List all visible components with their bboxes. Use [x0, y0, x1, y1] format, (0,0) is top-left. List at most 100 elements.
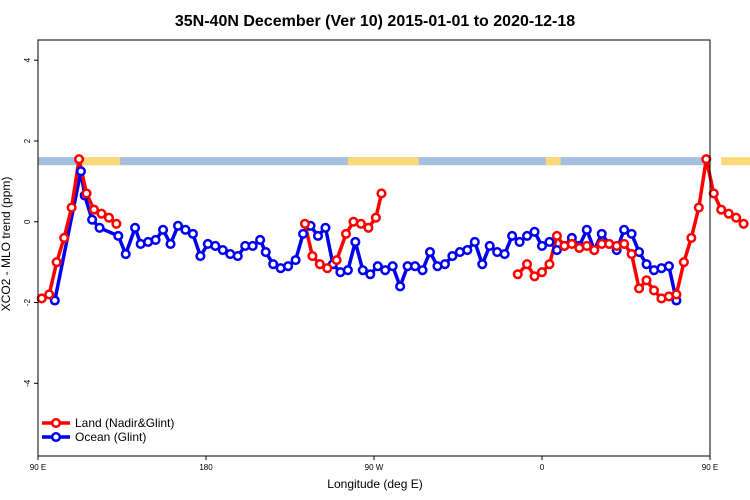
ocean-point-0-62	[536, 240, 548, 252]
ocean-point-0-39	[365, 269, 376, 280]
ocean-point-0-25	[260, 246, 271, 258]
ocean-point-0-10	[150, 234, 161, 245]
ocean-point-0-29	[290, 255, 301, 266]
land-point-2-2	[529, 271, 540, 282]
land-point-2-30	[738, 218, 749, 229]
ocean-point-0-73	[619, 224, 630, 235]
ocean-point-0-3	[87, 214, 98, 225]
ocean-legend-marker	[50, 431, 62, 443]
ocean-point-0-70	[596, 228, 607, 239]
land-band-1	[347, 157, 419, 166]
ocean-point-0-76	[641, 259, 652, 270]
ocean-point-0-28	[283, 261, 294, 272]
y-tick-label-2: 0	[23, 219, 32, 224]
x-tick-label-1: 180	[199, 463, 213, 472]
ocean-point-0-24	[255, 234, 266, 245]
ocean-point-0-16	[195, 251, 206, 262]
land-point-2-22	[678, 257, 689, 268]
land-point-2-14	[619, 238, 630, 250]
y-axis: -4 -2 0 2 4	[23, 57, 38, 387]
ocean-point-0-45	[410, 261, 421, 272]
ocean-point-0-58	[507, 230, 518, 241]
ocean-point-0-57	[499, 249, 510, 260]
land-point-0-8	[96, 208, 107, 219]
land-point-2-24	[693, 202, 704, 213]
ocean-point-0-63	[544, 236, 555, 247]
land-band-3	[721, 157, 750, 166]
ocean-point-0-6	[120, 249, 131, 260]
ocean-point-0-23	[247, 240, 258, 252]
series-layer	[36, 154, 749, 306]
ocean-point-0-0	[49, 295, 60, 306]
land-point-1-9	[370, 212, 381, 223]
land-point-2-26	[708, 188, 719, 199]
ocean-point-0-7	[130, 222, 141, 233]
land-point-0-7	[88, 204, 100, 215]
x-axis-label: Longitude (deg E)	[327, 477, 422, 491]
land-point-0-3	[59, 232, 70, 243]
ocean-point-0-64	[551, 244, 562, 256]
y-tick-label-1: -2	[23, 298, 32, 306]
y-tick-label-4: 4	[23, 57, 32, 62]
ocean-point-0-15	[187, 228, 198, 239]
land-point-2-3	[536, 267, 548, 278]
land-point-0-6	[81, 188, 92, 199]
land-point-1-2	[314, 259, 325, 270]
land-point-2-9	[581, 240, 592, 252]
y-tick-label-3: 2	[23, 138, 32, 143]
land-point-2-18	[648, 285, 660, 296]
land-point-2-21	[671, 289, 682, 300]
ocean-point-0-14	[180, 224, 191, 235]
land-point-1-3	[322, 263, 333, 274]
ocean-series-line-0	[53, 169, 679, 301]
land-point-2-29	[731, 212, 742, 223]
y-axis-label: XCO2 - MLO trend (ppm)	[0, 177, 13, 312]
land-point-2-27	[716, 204, 727, 215]
land-point-1-5	[340, 228, 352, 239]
ocean-point-0-12	[165, 238, 176, 250]
surface-band	[38, 157, 750, 166]
ocean-point-0-13	[172, 220, 184, 231]
land-point-2-17	[641, 275, 652, 286]
land-point-2-4	[544, 259, 555, 270]
ocean-point-0-11	[158, 224, 169, 235]
ocean-point-0-1	[75, 166, 86, 177]
land-point-2-23	[686, 232, 697, 243]
land-point-1-8	[363, 222, 374, 233]
land-point-2-28	[723, 208, 734, 219]
ocean-point-0-37	[350, 236, 361, 247]
land-point-2-15	[626, 249, 637, 260]
land-legend-label: Land (Nadir&Glint)	[75, 416, 174, 430]
land-point-0-1	[44, 289, 55, 300]
ocean-point-0-40	[372, 261, 383, 272]
ocean-point-0-74	[626, 228, 637, 239]
ocean-point-0-50	[447, 251, 458, 262]
ocean-point-0-61	[529, 226, 540, 237]
land-point-2-16	[634, 283, 645, 294]
land-band-2	[545, 157, 561, 166]
land-point-2-25	[701, 154, 712, 165]
land-point-0-4	[66, 202, 77, 213]
land-point-0-9	[103, 212, 114, 223]
ocean-point-0-79	[663, 261, 674, 272]
ocean-point-0-18	[210, 240, 221, 252]
land-point-0-2	[51, 257, 62, 268]
land-point-0-10	[111, 218, 122, 229]
land-point-2-1	[522, 259, 533, 270]
ocean-point-0-21	[232, 251, 243, 262]
y-tick-label-0: -4	[23, 379, 32, 387]
land-point-2-0	[512, 269, 523, 280]
ocean-point-0-33	[320, 222, 331, 233]
x-tick-label-4: 90 E	[702, 463, 718, 472]
legend: Land (Nadir&Glint)Ocean (Glint)	[42, 416, 174, 444]
land-point-1-1	[307, 251, 318, 262]
x-tick-label-0: 90 E	[30, 463, 46, 472]
ocean-point-0-36	[342, 265, 353, 276]
land-band-0	[77, 157, 121, 166]
ocean-point-0-54	[477, 259, 488, 270]
ocean-point-0-60	[522, 230, 533, 241]
ocean-point-0-47	[424, 246, 436, 258]
ocean-point-0-41	[380, 265, 391, 276]
